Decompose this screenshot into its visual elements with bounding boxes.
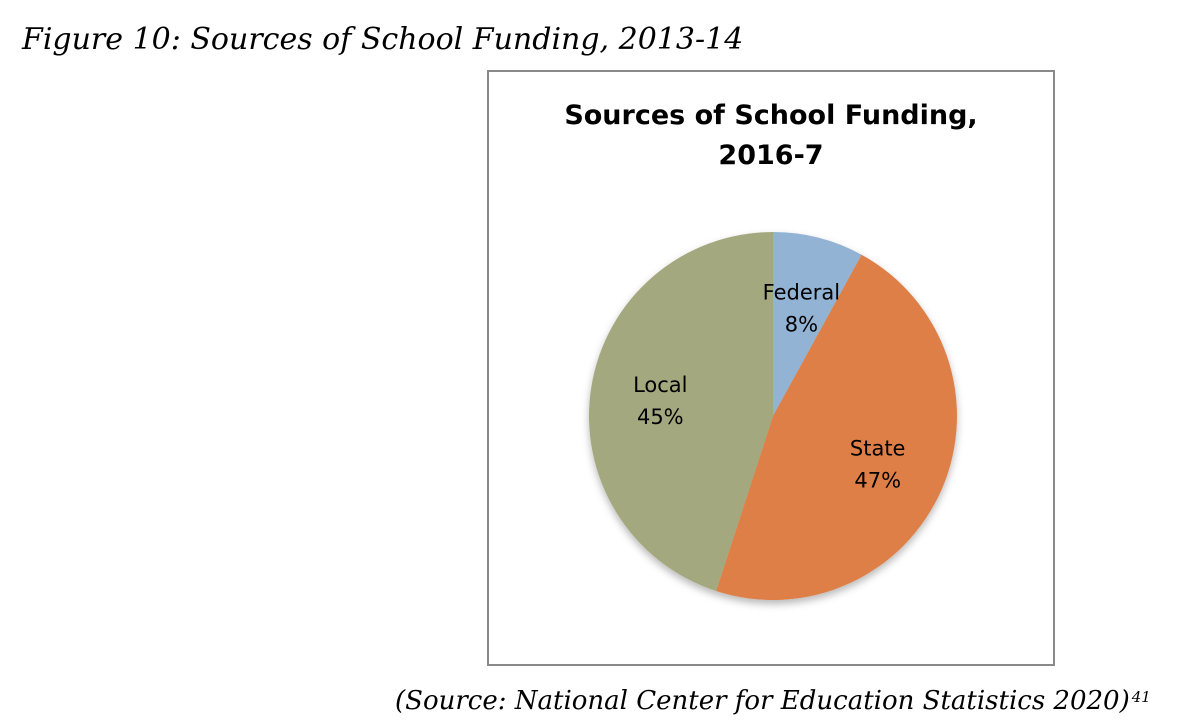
slice-category-label-federal: Federal [763,281,840,305]
slice-category-label-local: Local [633,373,687,397]
slice-value-label-federal: 8% [785,313,818,337]
pie-slice-federal [773,232,862,416]
pie-slice-local [589,232,773,591]
footnote-marker: 41 [1131,688,1151,706]
pie-slice-state [716,254,957,600]
pie-chart: Sources of School Funding, 2016-7 Federa… [564,100,978,600]
slice-category-label-state: State [850,436,906,460]
slice-value-label-state: 47% [854,468,901,492]
source-text: (Source: National Center for Education S… [395,686,1130,716]
chart-frame: Sources of School Funding, 2016-7 Federa… [487,70,1055,666]
chart-title-line-2: 2016-7 [718,140,823,171]
source-note: (Source: National Center for Education S… [395,683,1151,719]
chart-title-line-1: Sources of School Funding, [564,100,977,131]
figure-caption: Figure 10: Sources of School Funding, 20… [22,22,744,57]
slice-value-label-local: 45% [637,405,684,429]
